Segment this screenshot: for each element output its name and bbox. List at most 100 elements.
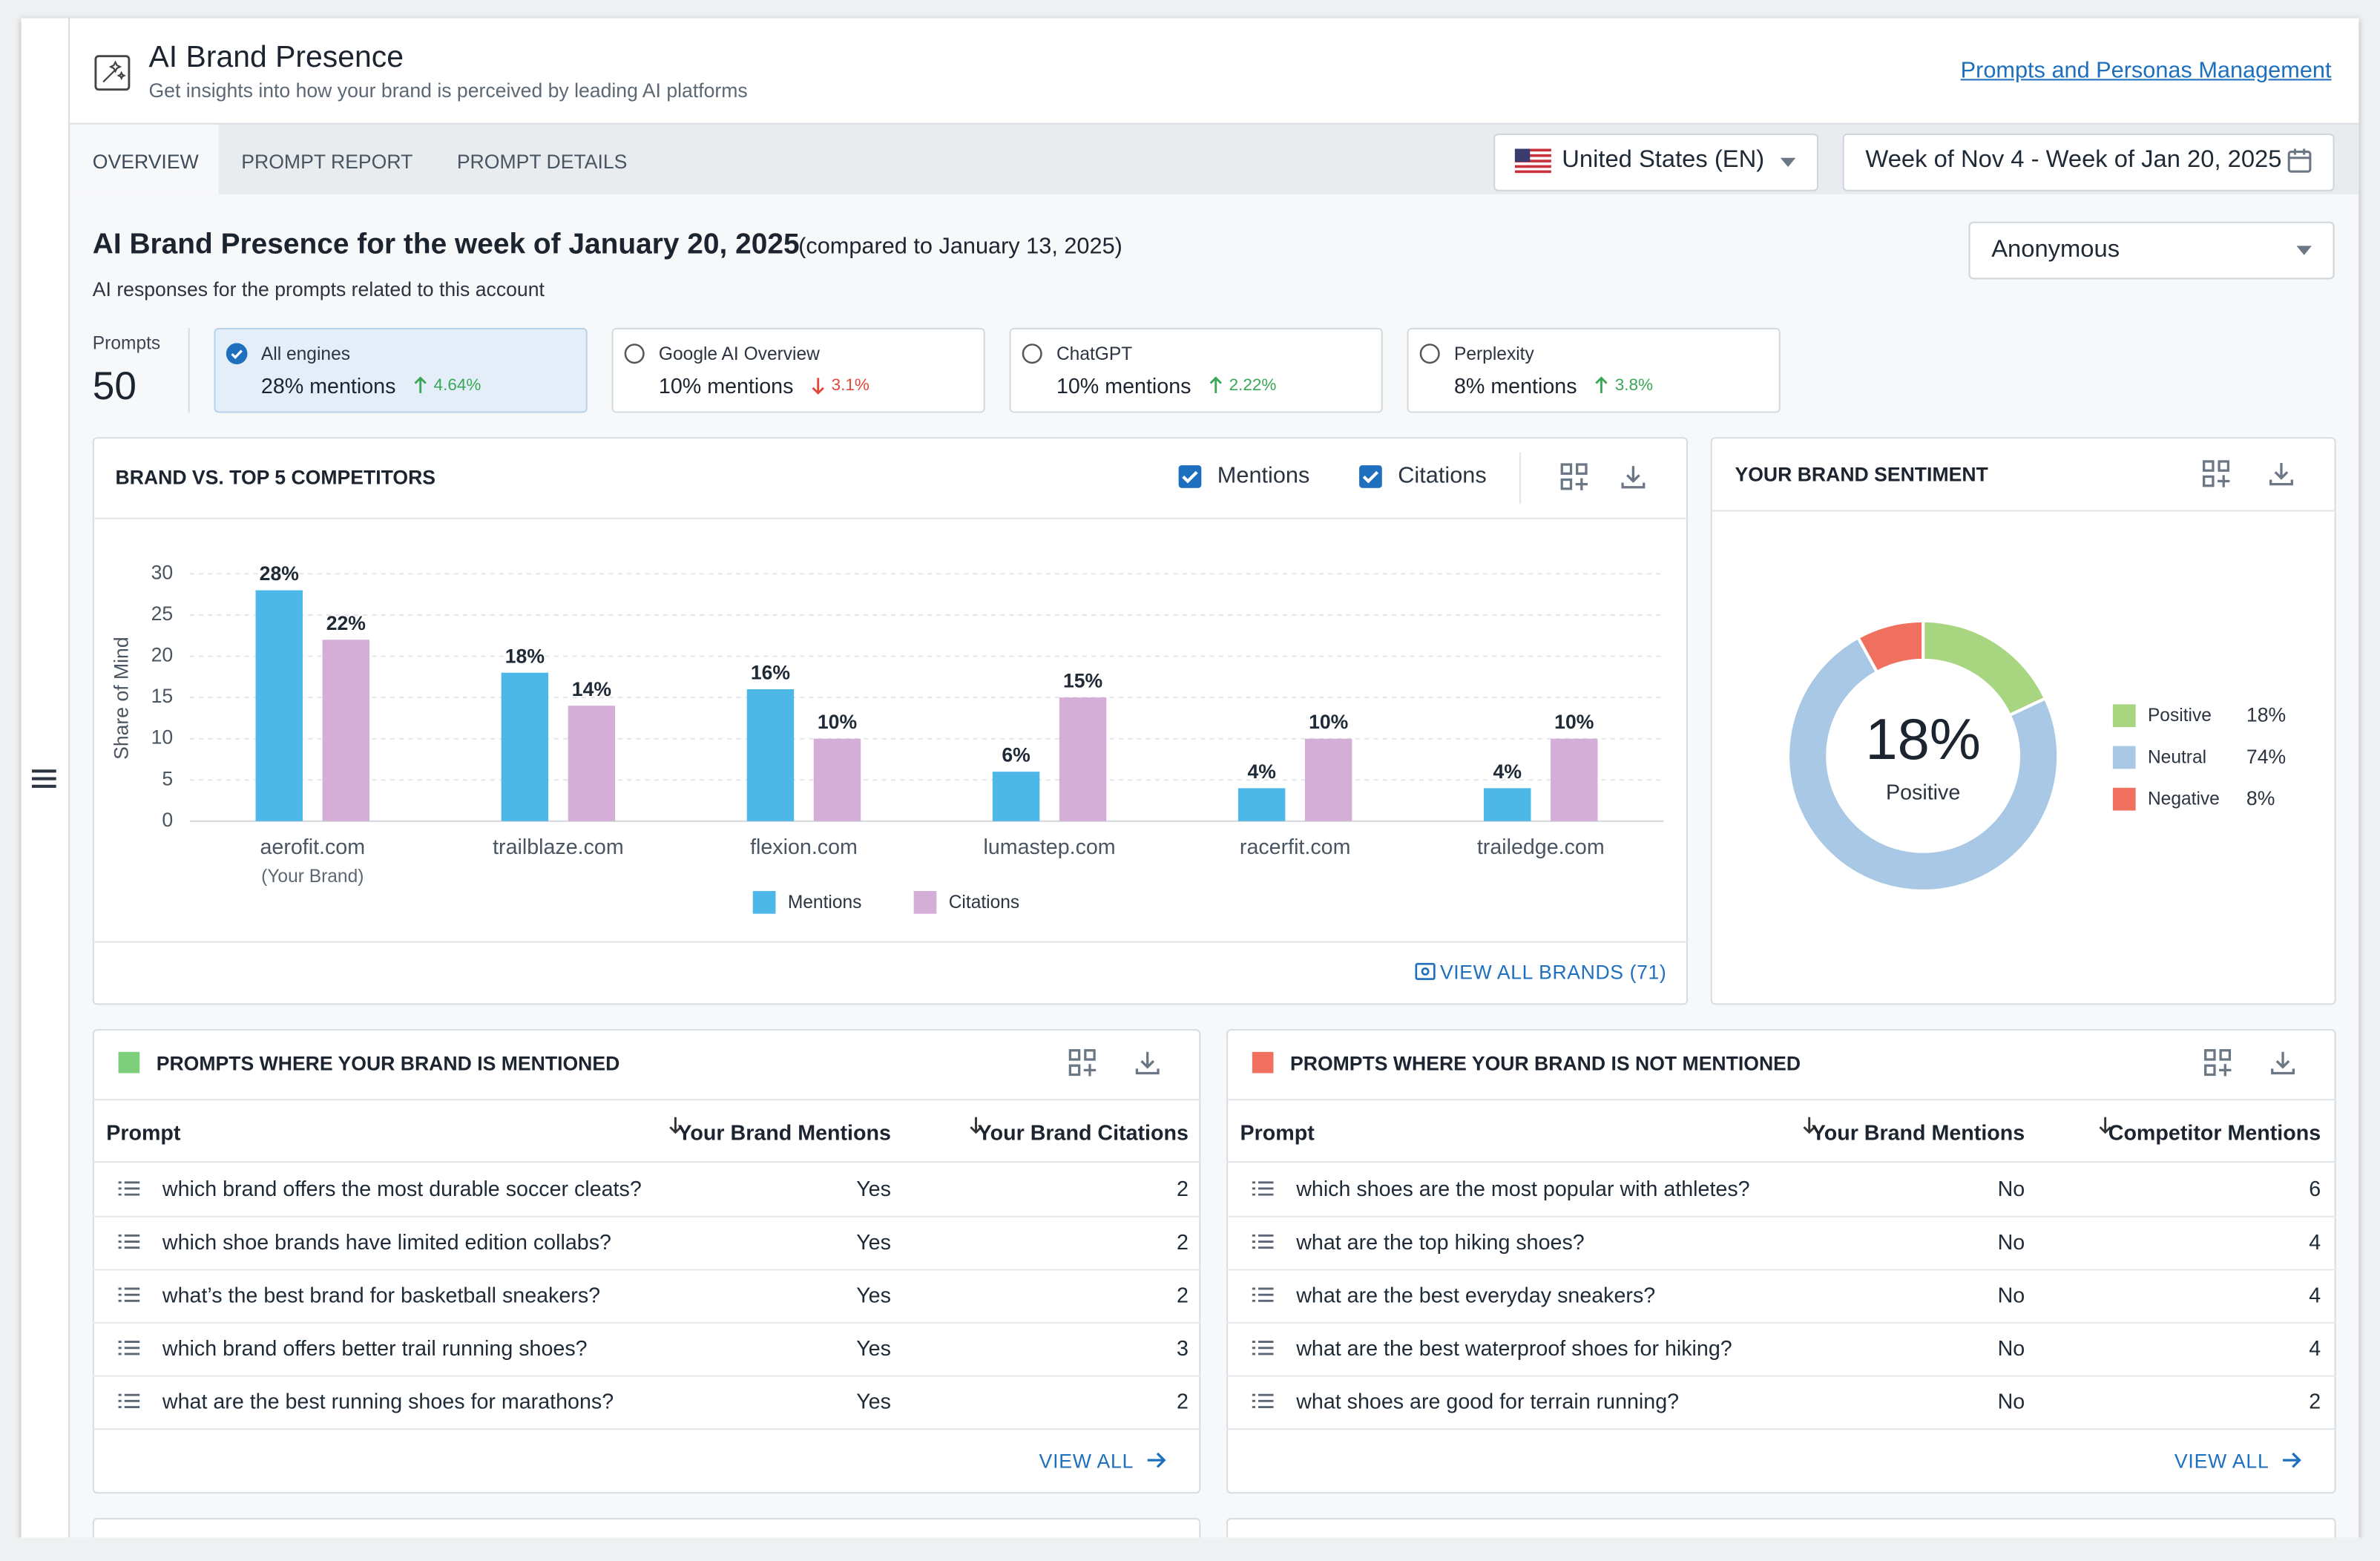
row-divider — [92, 1321, 1201, 1324]
pie-slice — [1922, 619, 2048, 717]
chart-title: BRAND VS. TOP 5 COMPETITORS — [115, 466, 436, 489]
icon-part — [1514, 148, 1531, 162]
series-toggle-label[interactable]: Citations — [1398, 462, 1487, 489]
download-icon[interactable] — [1618, 461, 1648, 492]
prompt-text[interactable]: which shoe brands have limited edition c… — [162, 1229, 611, 1254]
engine-radio[interactable] — [226, 343, 248, 365]
table-cell: 4 — [2309, 1335, 2321, 1361]
bar — [501, 672, 549, 821]
icon-part — [1083, 1064, 1097, 1077]
column-header[interactable]: Your Brand Mentions — [677, 1120, 891, 1145]
tab[interactable]: PROMPT REPORT — [241, 150, 413, 174]
header — [70, 18, 2359, 125]
row-divider — [1226, 1375, 2336, 1377]
icon-part — [1252, 1341, 1274, 1355]
sort-arrow[interactable] — [968, 1116, 983, 1134]
bar-value-label: 4% — [1493, 760, 1522, 783]
view-all-link[interactable]: VIEW ALL — [2174, 1449, 2269, 1473]
persona-label[interactable]: Anonymous — [1991, 237, 2120, 263]
engine-card[interactable] — [214, 327, 588, 413]
page-subtitle: Get insights into how your brand is perc… — [148, 79, 748, 102]
prompt-text[interactable]: what are the best waterproof shoes for h… — [1296, 1335, 1732, 1361]
prompt-text[interactable]: which shoes are the most popular with at… — [1296, 1176, 1750, 1201]
icon-part — [2271, 1051, 2295, 1075]
download-icon[interactable] — [1132, 1048, 1163, 1078]
bar — [1304, 738, 1352, 821]
grid-add-icon[interactable] — [2201, 459, 2232, 489]
table-panel — [1226, 1029, 2336, 1494]
column-header[interactable]: Your Brand Mentions — [1811, 1120, 2025, 1145]
country-label[interactable]: United States (EN) — [1562, 147, 1765, 174]
x-tick-label: flexion.com — [750, 835, 858, 859]
row-divider — [92, 1215, 1201, 1217]
sort-arrow[interactable] — [668, 1116, 683, 1134]
column-header[interactable]: Competitor Mentions — [2108, 1120, 2321, 1145]
active-tab — [70, 124, 219, 194]
prompt-text[interactable]: which brand offers the most durable socc… — [162, 1176, 642, 1201]
persona-select[interactable] — [1968, 221, 2335, 280]
calendar-icon[interactable] — [2286, 147, 2313, 174]
legend-swatch — [913, 890, 937, 914]
menu-icon[interactable] — [30, 768, 58, 789]
bar-value-label: 10% — [818, 711, 857, 733]
x-tick-label: lumastep.com — [983, 835, 1115, 859]
download-icon[interactable] — [2268, 1048, 2298, 1078]
date-select[interactable] — [1842, 134, 2335, 191]
icon-part — [1421, 967, 1430, 976]
icon-part — [118, 1287, 140, 1302]
grid-add-icon[interactable] — [1559, 461, 1589, 492]
icon-part — [1514, 165, 1551, 168]
tab[interactable]: OVERVIEW — [92, 150, 199, 174]
category-annotation: (Your Brand) — [261, 867, 364, 887]
column-header[interactable]: Your Brand Citations — [977, 1120, 1189, 1145]
engine-card[interactable] — [611, 327, 985, 413]
prompt-text[interactable]: what’s the best brand for basketball sne… — [162, 1282, 601, 1307]
list-icon — [118, 1181, 140, 1196]
prompt-text[interactable]: which brand offers better trail running … — [162, 1335, 588, 1361]
view-all-link[interactable]: VIEW ALL — [1039, 1449, 1134, 1473]
table-cell: No — [1997, 1176, 2025, 1201]
engine-radio[interactable] — [624, 343, 645, 364]
engine-radio[interactable] — [1419, 343, 1441, 364]
date-range[interactable]: Week of Nov 4 - Week of Jan 20, 2025 — [1865, 147, 2282, 174]
table-cell: 6 — [2309, 1176, 2321, 1201]
management-link[interactable]: Prompts and Personas Management — [1960, 57, 2332, 84]
icon-part — [2287, 148, 2312, 173]
engine-name: ChatGPT — [1056, 343, 1133, 365]
grid-add-icon[interactable] — [1067, 1048, 1097, 1078]
grid-add-icon[interactable] — [2203, 1048, 2233, 1078]
icon-part — [1415, 962, 1436, 980]
icon-part — [1147, 1452, 1166, 1468]
trend-arrow — [1209, 376, 1222, 393]
table-cell: Yes — [856, 1176, 891, 1201]
bar — [746, 689, 795, 821]
prompt-text[interactable]: what are the top hiking shoes? — [1296, 1229, 1585, 1254]
icon-part — [1514, 160, 1551, 162]
sort-arrow[interactable] — [1801, 1116, 1816, 1134]
prompt-text[interactable]: what are the best running shoes for mara… — [162, 1388, 614, 1413]
prompt-text[interactable]: what shoes are good for terrain running? — [1296, 1388, 1680, 1413]
checkbox[interactable] — [1178, 464, 1203, 489]
checkbox[interactable] — [1358, 464, 1383, 489]
y-tick-label: 5 — [162, 767, 173, 789]
engine-name: Google AI Overview — [658, 343, 820, 365]
icon-part — [1803, 1117, 1815, 1134]
y-tick-label: 15 — [151, 685, 174, 707]
trend-arrow — [811, 378, 824, 395]
view-all-brands[interactable]: VIEW ALL BRANDS (71) — [1439, 961, 1667, 984]
bar — [255, 590, 303, 821]
y-tick-label: 30 — [151, 561, 174, 583]
tab[interactable]: PROMPT DETAILS — [456, 150, 628, 174]
engine-radio[interactable] — [1022, 343, 1043, 364]
bar — [1059, 697, 1107, 821]
engine-card[interactable] — [1407, 327, 1781, 413]
sort-arrow[interactable] — [2097, 1116, 2112, 1134]
table-cell: No — [1997, 1229, 2025, 1254]
download-icon[interactable] — [2266, 459, 2297, 489]
bar — [992, 772, 1040, 821]
engine-card[interactable] — [1009, 327, 1383, 413]
prompt-text[interactable]: what are the best everyday sneakers? — [1296, 1282, 1656, 1307]
icon-part — [1560, 463, 1573, 475]
country-select[interactable] — [1493, 134, 1818, 191]
series-toggle-label[interactable]: Mentions — [1217, 462, 1310, 489]
